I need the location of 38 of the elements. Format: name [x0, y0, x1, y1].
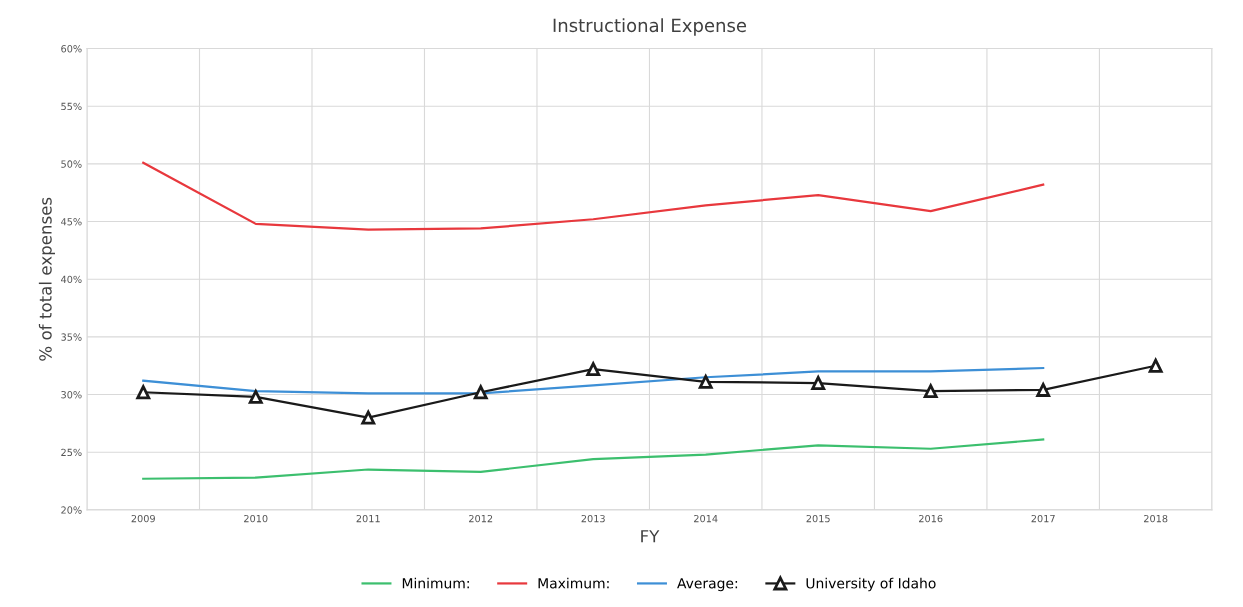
point [923, 384, 938, 399]
y-tick-label: 35% [61, 333, 82, 341]
y-tick-label: 20% [61, 506, 82, 514]
x-tick-label: 2017 [1031, 514, 1055, 523]
point [1036, 382, 1051, 397]
point [811, 376, 826, 390]
y-tick-label: 60% [61, 45, 82, 53]
x-tick-label: 2010 [244, 514, 268, 523]
y-tick-label: 40% [61, 275, 82, 284]
x-tick-label: 2014 [694, 514, 718, 523]
x-tick-label: 2015 [806, 514, 830, 523]
x-tick-label: 2013 [581, 514, 605, 523]
y-tick-label: 55% [61, 102, 82, 111]
x-tick-label: 2016 [919, 514, 943, 523]
x-tick-label: 2018 [1144, 514, 1168, 523]
legend-label: University of Idaho [806, 577, 936, 592]
legend-label: Minimum: [402, 577, 469, 589]
legend-label: Average: [677, 578, 738, 592]
y-tick-label: 30% [61, 391, 82, 399]
y-tick-label: 25% [61, 448, 82, 457]
y-tick-label: 45% [61, 218, 82, 226]
x-tick-label: 2011 [356, 514, 380, 523]
point [248, 389, 263, 404]
point [361, 410, 376, 425]
chart-title: Instructional Expense [553, 18, 747, 36]
point [698, 374, 713, 389]
x-axis-title: FY [641, 530, 660, 543]
line-series [142, 438, 1045, 480]
point [1148, 358, 1163, 373]
y-axis-title: % of total expenses [38, 197, 55, 361]
point [586, 362, 601, 377]
point [136, 385, 151, 400]
point [473, 385, 488, 400]
x-tick-label: 2009 [131, 514, 155, 523]
x-tick-label: 2012 [469, 514, 493, 523]
y-tick-label: 50% [61, 160, 82, 168]
line-series [142, 161, 1045, 231]
legend-label: Maximum: [538, 577, 609, 589]
